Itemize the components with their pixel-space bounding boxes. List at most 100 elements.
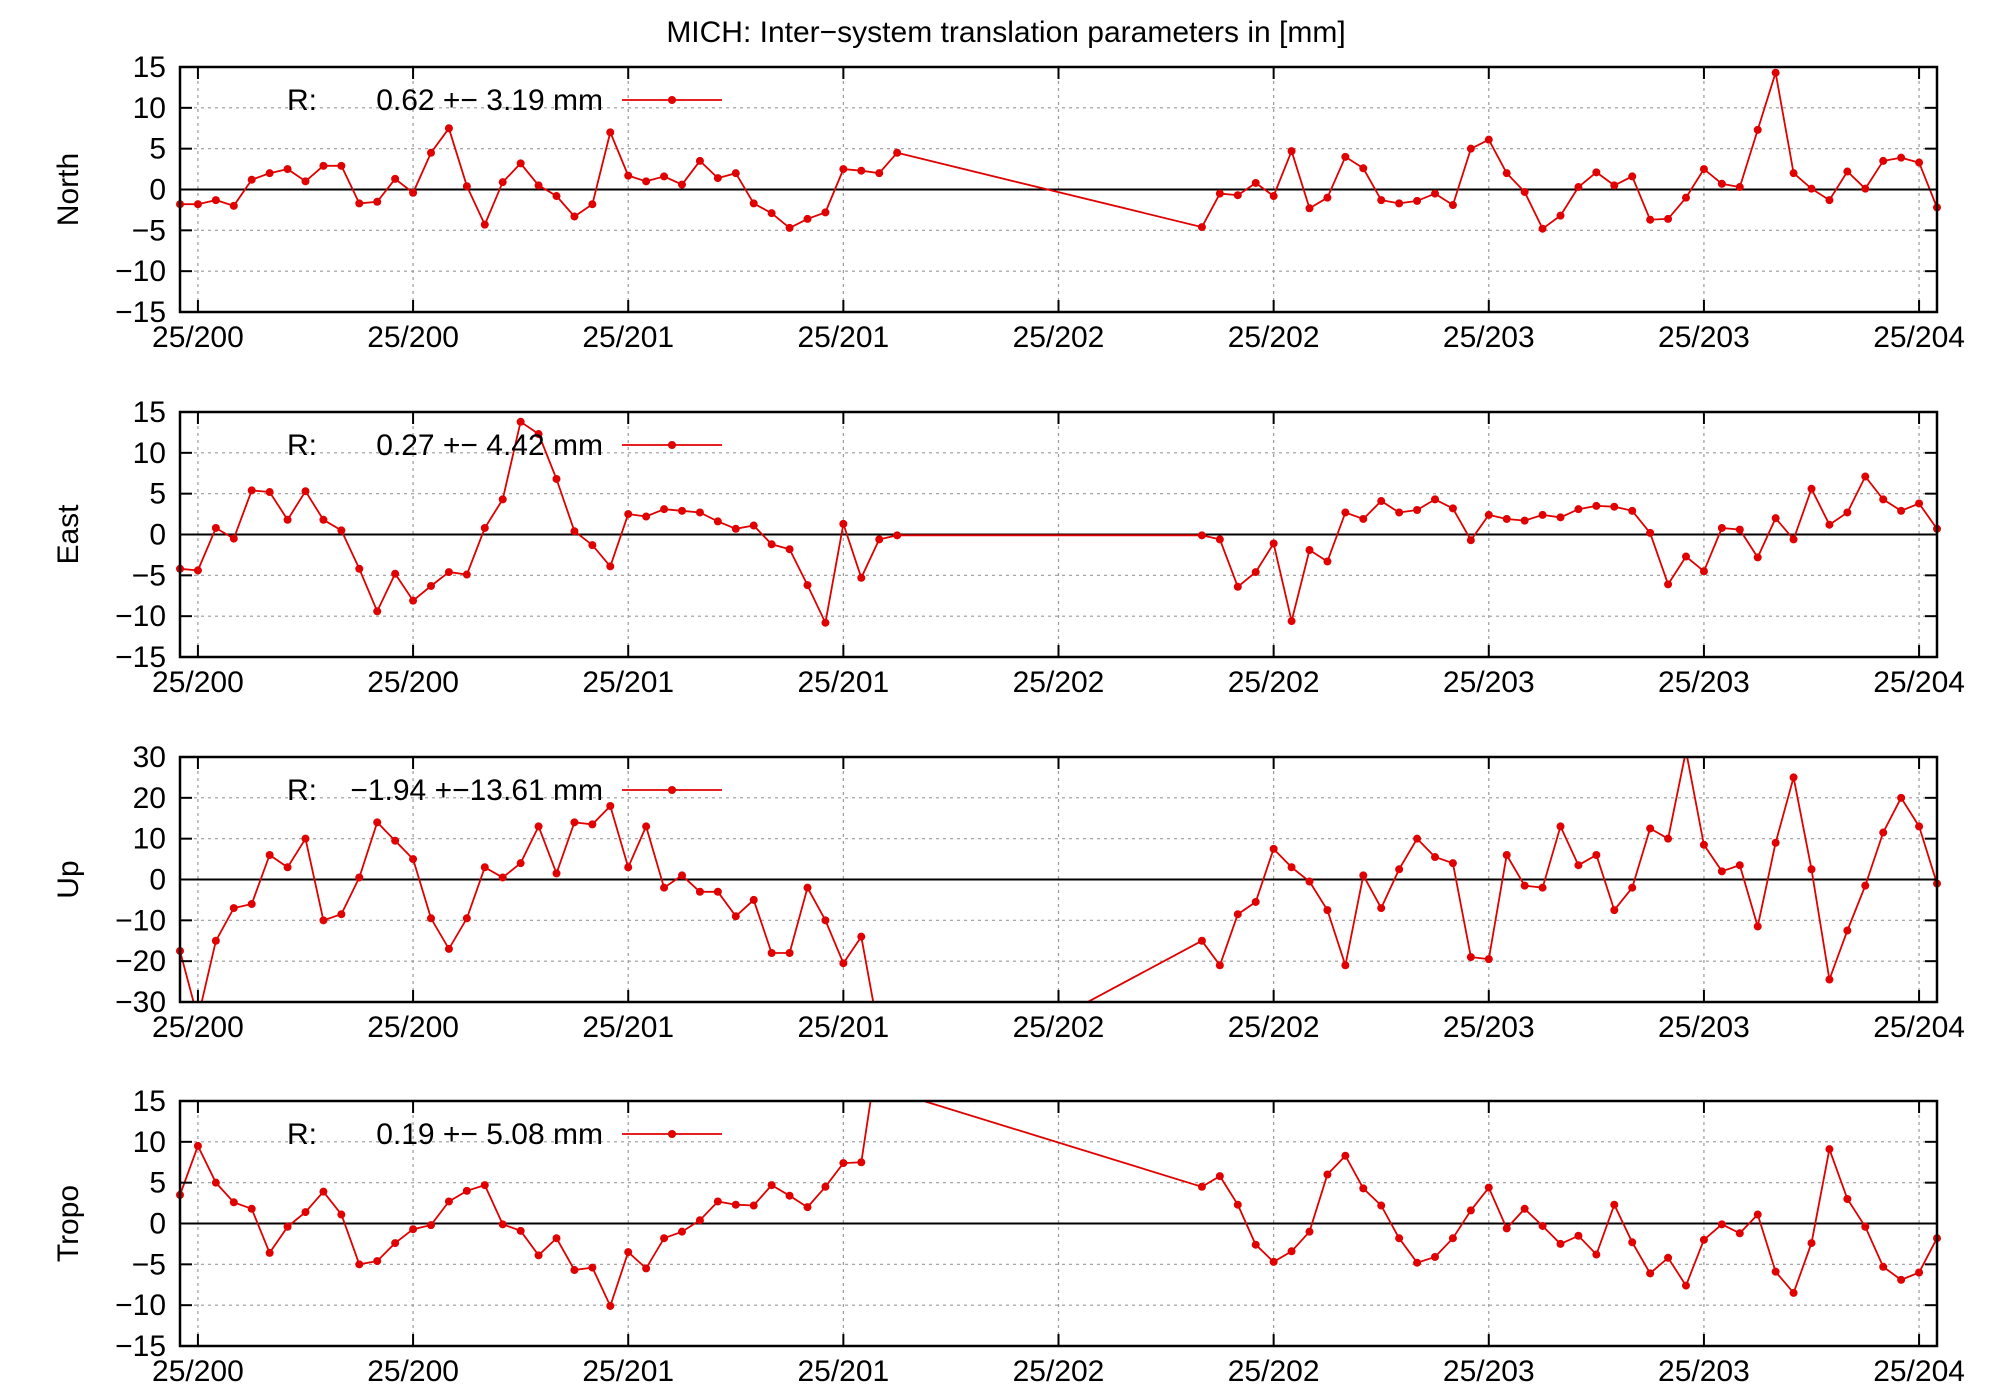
data-point — [821, 208, 830, 217]
data-point — [552, 474, 561, 483]
data-point — [857, 932, 866, 941]
data-point — [1915, 499, 1924, 508]
data-point — [1502, 514, 1511, 523]
x-tick-label: 25/204 — [1873, 1355, 1965, 1388]
data-point — [695, 887, 704, 896]
data-point — [821, 1182, 830, 1191]
data-point — [552, 869, 561, 878]
legend-label: R: — [287, 429, 317, 462]
data-point — [731, 524, 740, 533]
data-point — [1789, 773, 1798, 782]
data-point — [1682, 1281, 1690, 1290]
data-point — [1466, 144, 1475, 153]
data-point — [1861, 184, 1870, 193]
x-tick-label: 25/201 — [582, 1011, 674, 1044]
data-point — [1664, 580, 1673, 589]
data-point — [803, 1203, 812, 1212]
data-point — [1879, 1262, 1888, 1271]
data-point — [337, 910, 346, 919]
data-point — [624, 863, 633, 872]
data-point — [767, 949, 776, 957]
y-tick-label: −10 — [115, 600, 166, 633]
y-tick-label: −15 — [115, 641, 166, 674]
data-point — [875, 169, 884, 178]
data-point — [1807, 865, 1816, 874]
data-point — [803, 214, 812, 223]
data-point — [498, 1220, 507, 1229]
data-point — [1664, 214, 1673, 223]
data-point — [373, 197, 382, 206]
data-point — [1646, 528, 1655, 537]
x-tick-label: 25/202 — [1013, 666, 1105, 699]
x-tick-label: 25/200 — [152, 1355, 244, 1388]
y-tick-label: 15 — [133, 396, 166, 429]
x-tick-label: 25/203 — [1443, 666, 1535, 699]
data-point — [1538, 224, 1547, 233]
data-point — [1466, 1206, 1475, 1215]
data-point — [1269, 539, 1278, 548]
data-point — [839, 959, 848, 968]
data-point — [642, 822, 651, 831]
data-point — [1377, 1201, 1386, 1210]
data-point — [1574, 183, 1583, 192]
data-point — [1502, 1224, 1511, 1233]
data-point — [839, 1159, 848, 1168]
data-point — [1251, 897, 1260, 906]
data-point — [480, 220, 489, 229]
data-point — [1735, 525, 1744, 534]
data-point — [319, 515, 328, 524]
x-tick-label: 25/200 — [367, 1011, 459, 1044]
legend-point-sample — [668, 1130, 676, 1138]
data-point — [1610, 906, 1619, 915]
data-point — [803, 883, 812, 892]
data-point — [1789, 535, 1798, 544]
data-point — [301, 487, 310, 496]
data-point — [1359, 514, 1368, 523]
data-point — [624, 171, 633, 180]
data-point — [1699, 165, 1708, 174]
data-point — [624, 510, 633, 519]
data-point — [1861, 881, 1870, 890]
y-axis-label: North — [52, 153, 85, 226]
data-point — [1215, 189, 1224, 198]
y-tick-label: 10 — [133, 437, 166, 470]
data-point — [1682, 193, 1690, 202]
data-point — [1628, 1238, 1637, 1247]
data-point — [319, 1187, 328, 1196]
data-point — [427, 581, 435, 590]
data-point — [1753, 553, 1762, 562]
data-point — [1413, 834, 1422, 843]
x-tick-label: 25/203 — [1658, 1355, 1750, 1388]
y-tick-label: −15 — [115, 1330, 166, 1363]
y-tick-label: 5 — [149, 133, 166, 166]
data-point — [1233, 191, 1242, 200]
data-point — [1664, 834, 1673, 843]
data-point — [534, 822, 543, 831]
data-point — [1341, 1151, 1350, 1160]
data-point — [731, 169, 740, 178]
x-tick-label: 25/200 — [152, 321, 244, 354]
data-point — [1395, 865, 1404, 874]
data-point — [588, 1263, 597, 1272]
data-point — [211, 196, 220, 205]
data-point — [1484, 510, 1493, 519]
data-point — [1395, 508, 1404, 517]
data-point — [695, 508, 704, 517]
data-point — [552, 192, 561, 201]
data-point — [427, 148, 435, 157]
data-point — [337, 1210, 346, 1219]
data-point — [606, 128, 615, 137]
data-point — [606, 562, 615, 571]
data-point — [1592, 501, 1601, 510]
data-point — [1879, 495, 1888, 504]
data-point — [1789, 1288, 1798, 1297]
x-tick-label: 25/200 — [152, 1011, 244, 1044]
data-point — [409, 1225, 418, 1234]
data-point — [1197, 223, 1206, 232]
x-tick-label: 25/200 — [367, 1355, 459, 1388]
data-point — [1664, 1253, 1673, 1262]
data-point — [1215, 961, 1224, 970]
data-point — [1717, 179, 1726, 188]
